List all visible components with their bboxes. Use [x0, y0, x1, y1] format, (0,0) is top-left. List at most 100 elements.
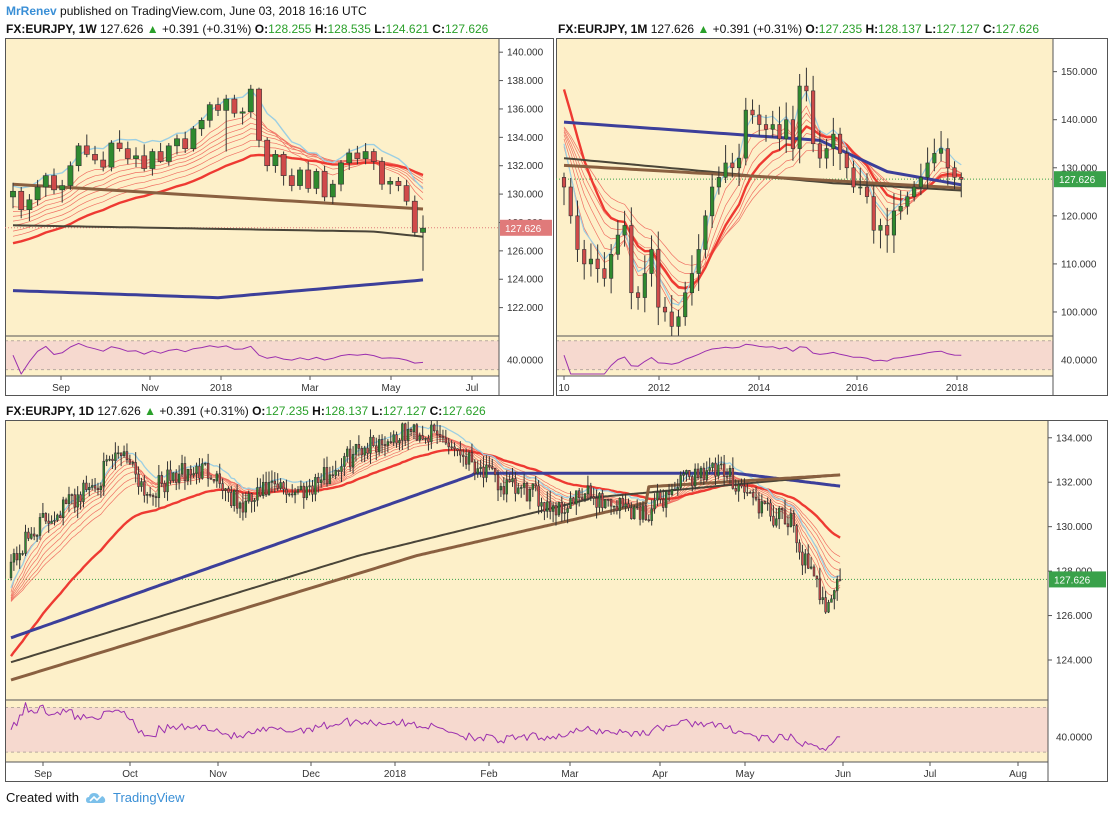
sma-navy-line — [12, 278, 424, 300]
tradingview-link[interactable]: TradingView — [112, 790, 185, 805]
candle-body — [522, 482, 526, 488]
candle-body — [30, 533, 33, 539]
candle-body — [650, 508, 653, 521]
plot-area[interactable] — [5, 420, 1048, 700]
open-label: O: — [252, 404, 266, 418]
daily-chart[interactable]: 124.000126.000128.000130.000132.000134.0… — [5, 420, 1108, 782]
monthly-chart[interactable]: 100.000 110.000 120.000 130.000 140.000 150.0… — [556, 38, 1108, 396]
y-tick-label: 134.000 — [1056, 433, 1093, 444]
x-tick-label: 2018 — [384, 769, 407, 780]
candle-body — [231, 98, 238, 114]
candle-body — [227, 488, 230, 493]
x-tick-label: Aug — [1009, 769, 1027, 780]
candle-body — [346, 152, 353, 164]
candle-body — [827, 602, 830, 613]
candle-body — [276, 483, 279, 489]
x-tick-label: Jul — [466, 383, 479, 394]
candle-body — [491, 466, 494, 469]
candle-body — [438, 434, 442, 438]
price-scale[interactable] — [1048, 420, 1108, 782]
candle-body — [293, 491, 297, 496]
candle-body — [380, 439, 384, 445]
candle-body — [479, 466, 482, 469]
candle-body — [140, 481, 143, 487]
candle-body — [711, 462, 714, 468]
candle-body — [41, 513, 45, 518]
time-scale[interactable] — [5, 762, 1048, 782]
candle-body — [360, 448, 363, 456]
candle-body — [288, 493, 291, 496]
candle-body — [411, 200, 418, 233]
candle-body — [520, 487, 523, 489]
candle-body — [239, 111, 246, 114]
candle-body — [817, 143, 822, 159]
candle-body — [746, 492, 749, 494]
candle-body — [204, 462, 207, 465]
candle-body — [812, 566, 816, 577]
candle-body — [952, 167, 957, 178]
candle-body — [595, 258, 600, 270]
sma-brown-line — [10, 473, 841, 682]
candle-body — [296, 489, 300, 493]
sma-dark-line — [10, 473, 841, 664]
monthly-symbol[interactable]: FX:EURJPY, 1M — [558, 22, 648, 36]
candle-body — [83, 145, 90, 155]
candle-body — [566, 508, 569, 513]
candle-body — [369, 436, 372, 454]
author-link[interactable]: MrRenev — [6, 4, 57, 18]
candle-body — [180, 463, 184, 475]
candle-body — [638, 506, 642, 520]
candle-body — [73, 494, 76, 508]
candle-body — [525, 482, 529, 502]
candle-body — [722, 463, 726, 477]
candle-body — [790, 119, 795, 149]
x-tick-label: May — [736, 769, 755, 780]
weekly-header: FX:EURJPY, 1W 127.626 ▲ +0.391 (+0.31%) … — [6, 20, 488, 38]
weekly-chart[interactable]: 122.000124.000126.000128.000130.000132.0… — [5, 38, 554, 396]
x-tick-label: 10 — [558, 383, 570, 394]
weekly-symbol[interactable]: FX:EURJPY, 1W — [6, 22, 97, 36]
price-scale[interactable] — [1053, 38, 1108, 396]
candle-body — [821, 597, 824, 601]
candle-body — [230, 492, 233, 506]
candle-body — [259, 487, 262, 496]
candle-body — [818, 578, 822, 601]
weekly-last: 127.626 — [100, 22, 144, 36]
candle-body — [878, 225, 883, 231]
candle-body — [44, 513, 47, 522]
candle-body — [280, 154, 287, 176]
candle-body — [182, 138, 189, 149]
candle-body — [38, 517, 42, 536]
candle-body — [602, 268, 607, 279]
candle-body — [453, 446, 456, 450]
candle-body — [688, 470, 691, 477]
sma-brown-line — [563, 163, 962, 190]
x-tick-label: Mar — [301, 383, 319, 394]
candle-body — [117, 452, 120, 455]
candle-body — [534, 483, 537, 487]
candle-body — [673, 489, 677, 491]
candle-body — [582, 249, 587, 265]
y-tick-label: 136.000 — [507, 104, 544, 115]
candle-body — [561, 177, 567, 188]
time-scale[interactable] — [5, 376, 499, 396]
rsi-line — [10, 702, 841, 751]
candle-body — [85, 482, 88, 490]
daily-last: 127.626 — [97, 404, 141, 418]
candle-body — [288, 175, 295, 186]
candle-body — [157, 475, 161, 498]
price-scale[interactable] — [499, 38, 554, 396]
candle-body — [824, 148, 829, 159]
candle-body — [420, 227, 426, 233]
candle-body — [215, 104, 221, 111]
last-price-tag — [500, 219, 552, 236]
daily-symbol[interactable]: FX:EURJPY, 1D — [6, 404, 95, 418]
candle-body — [273, 480, 277, 485]
candle-body — [128, 459, 132, 464]
y-tick-label: 130.000 — [1061, 163, 1098, 174]
candle-body — [372, 436, 375, 447]
time-scale[interactable] — [556, 376, 1053, 396]
candle-body — [270, 480, 274, 483]
candle-body — [160, 475, 163, 484]
candle-body — [223, 98, 230, 111]
